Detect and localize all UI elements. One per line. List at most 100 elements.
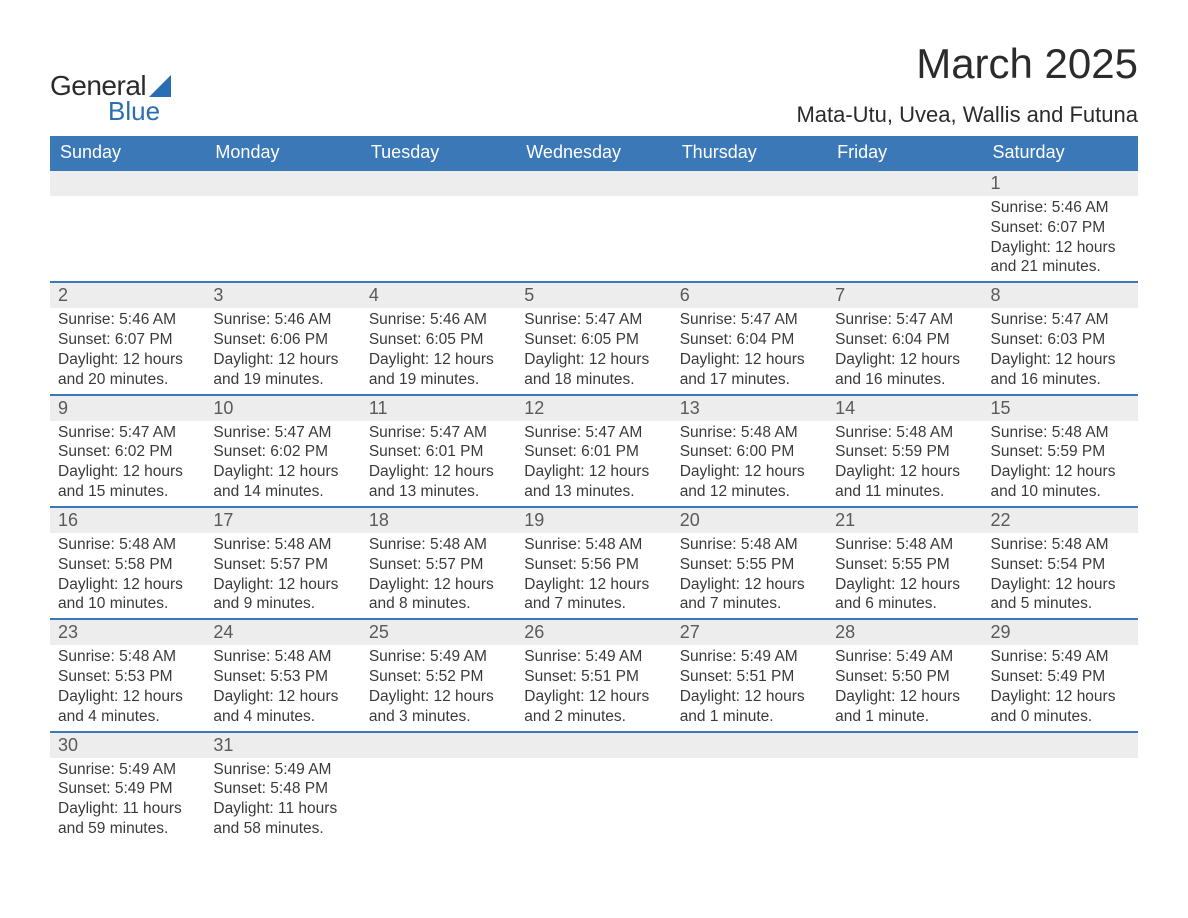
- day-number: [516, 733, 671, 758]
- calendar-cell: 27Sunrise: 5:49 AMSunset: 5:51 PMDayligh…: [672, 619, 827, 731]
- calendar-cell: 22Sunrise: 5:48 AMSunset: 5:54 PMDayligh…: [983, 507, 1138, 619]
- calendar-body: 1Sunrise: 5:46 AMSunset: 6:07 PMDaylight…: [50, 170, 1138, 843]
- day-details: Sunrise: 5:48 AMSunset: 5:53 PMDaylight:…: [50, 645, 205, 730]
- day-number: [827, 733, 982, 758]
- day-details: [516, 758, 671, 828]
- day-number: 24: [205, 620, 360, 645]
- day-details: Sunrise: 5:47 AMSunset: 6:01 PMDaylight:…: [361, 421, 516, 506]
- day-number: 7: [827, 283, 982, 308]
- day-details: Sunrise: 5:48 AMSunset: 5:55 PMDaylight:…: [672, 533, 827, 618]
- day-details: [672, 196, 827, 266]
- day-details: Sunrise: 5:48 AMSunset: 5:54 PMDaylight:…: [983, 533, 1138, 618]
- day-details: Sunrise: 5:48 AMSunset: 5:53 PMDaylight:…: [205, 645, 360, 730]
- day-number: 4: [361, 283, 516, 308]
- calendar-cell: [672, 170, 827, 282]
- day-number: 28: [827, 620, 982, 645]
- calendar-cell: 19Sunrise: 5:48 AMSunset: 5:56 PMDayligh…: [516, 507, 671, 619]
- day-details: Sunrise: 5:47 AMSunset: 6:04 PMDaylight:…: [672, 308, 827, 393]
- calendar-cell: [361, 732, 516, 843]
- calendar-cell: 14Sunrise: 5:48 AMSunset: 5:59 PMDayligh…: [827, 395, 982, 507]
- day-details: [361, 196, 516, 266]
- calendar-cell: [516, 170, 671, 282]
- day-details: [827, 758, 982, 828]
- day-number: 14: [827, 396, 982, 421]
- day-number: [205, 171, 360, 196]
- day-details: Sunrise: 5:48 AMSunset: 5:57 PMDaylight:…: [205, 533, 360, 618]
- calendar-cell: 16Sunrise: 5:48 AMSunset: 5:58 PMDayligh…: [50, 507, 205, 619]
- calendar-cell: [50, 170, 205, 282]
- day-number: 31: [205, 733, 360, 758]
- calendar-week: 1Sunrise: 5:46 AMSunset: 6:07 PMDaylight…: [50, 170, 1138, 282]
- calendar-cell: [827, 732, 982, 843]
- day-number: 23: [50, 620, 205, 645]
- calendar-cell: 20Sunrise: 5:48 AMSunset: 5:55 PMDayligh…: [672, 507, 827, 619]
- calendar-week: 30Sunrise: 5:49 AMSunset: 5:49 PMDayligh…: [50, 732, 1138, 843]
- calendar-cell: 2Sunrise: 5:46 AMSunset: 6:07 PMDaylight…: [50, 282, 205, 394]
- calendar-cell: 28Sunrise: 5:49 AMSunset: 5:50 PMDayligh…: [827, 619, 982, 731]
- day-number: 21: [827, 508, 982, 533]
- day-details: Sunrise: 5:49 AMSunset: 5:52 PMDaylight:…: [361, 645, 516, 730]
- calendar-cell: [205, 170, 360, 282]
- calendar-cell: 8Sunrise: 5:47 AMSunset: 6:03 PMDaylight…: [983, 282, 1138, 394]
- calendar-cell: 15Sunrise: 5:48 AMSunset: 5:59 PMDayligh…: [983, 395, 1138, 507]
- day-number: 20: [672, 508, 827, 533]
- calendar-cell: [827, 170, 982, 282]
- calendar-cell: [361, 170, 516, 282]
- calendar-cell: [983, 732, 1138, 843]
- day-details: Sunrise: 5:46 AMSunset: 6:05 PMDaylight:…: [361, 308, 516, 393]
- day-number: [827, 171, 982, 196]
- day-details: Sunrise: 5:47 AMSunset: 6:02 PMDaylight:…: [205, 421, 360, 506]
- day-number: 17: [205, 508, 360, 533]
- brand-word2: Blue: [108, 96, 171, 127]
- day-number: 16: [50, 508, 205, 533]
- weekday-header: Saturday: [983, 136, 1138, 170]
- calendar-cell: [672, 732, 827, 843]
- calendar-cell: 4Sunrise: 5:46 AMSunset: 6:05 PMDaylight…: [361, 282, 516, 394]
- day-details: [827, 196, 982, 266]
- day-number: [516, 171, 671, 196]
- calendar-cell: 31Sunrise: 5:49 AMSunset: 5:48 PMDayligh…: [205, 732, 360, 843]
- day-details: Sunrise: 5:49 AMSunset: 5:48 PMDaylight:…: [205, 758, 360, 843]
- calendar-cell: 17Sunrise: 5:48 AMSunset: 5:57 PMDayligh…: [205, 507, 360, 619]
- calendar-cell: 9Sunrise: 5:47 AMSunset: 6:02 PMDaylight…: [50, 395, 205, 507]
- day-number: 25: [361, 620, 516, 645]
- day-number: [361, 171, 516, 196]
- day-details: Sunrise: 5:49 AMSunset: 5:51 PMDaylight:…: [672, 645, 827, 730]
- day-details: Sunrise: 5:48 AMSunset: 5:56 PMDaylight:…: [516, 533, 671, 618]
- brand-triangle-icon: [149, 75, 171, 97]
- day-number: 5: [516, 283, 671, 308]
- day-number: 18: [361, 508, 516, 533]
- calendar-week: 16Sunrise: 5:48 AMSunset: 5:58 PMDayligh…: [50, 507, 1138, 619]
- calendar-table: SundayMondayTuesdayWednesdayThursdayFrid…: [50, 136, 1138, 843]
- calendar-week: 23Sunrise: 5:48 AMSunset: 5:53 PMDayligh…: [50, 619, 1138, 731]
- calendar-cell: 3Sunrise: 5:46 AMSunset: 6:06 PMDaylight…: [205, 282, 360, 394]
- day-number: 10: [205, 396, 360, 421]
- day-details: [672, 758, 827, 828]
- day-number: [50, 171, 205, 196]
- day-details: Sunrise: 5:47 AMSunset: 6:03 PMDaylight:…: [983, 308, 1138, 393]
- calendar-cell: 7Sunrise: 5:47 AMSunset: 6:04 PMDaylight…: [827, 282, 982, 394]
- day-details: Sunrise: 5:49 AMSunset: 5:49 PMDaylight:…: [983, 645, 1138, 730]
- calendar-cell: 11Sunrise: 5:47 AMSunset: 6:01 PMDayligh…: [361, 395, 516, 507]
- weekday-header: Friday: [827, 136, 982, 170]
- day-details: [983, 758, 1138, 828]
- day-number: [983, 733, 1138, 758]
- day-details: Sunrise: 5:49 AMSunset: 5:49 PMDaylight:…: [50, 758, 205, 843]
- day-details: Sunrise: 5:46 AMSunset: 6:06 PMDaylight:…: [205, 308, 360, 393]
- day-details: Sunrise: 5:47 AMSunset: 6:02 PMDaylight:…: [50, 421, 205, 506]
- day-number: [361, 733, 516, 758]
- weekday-header: Monday: [205, 136, 360, 170]
- day-number: 3: [205, 283, 360, 308]
- weekday-header: Tuesday: [361, 136, 516, 170]
- day-number: [672, 171, 827, 196]
- day-details: Sunrise: 5:46 AMSunset: 6:07 PMDaylight:…: [983, 196, 1138, 281]
- day-number: 22: [983, 508, 1138, 533]
- day-number: 29: [983, 620, 1138, 645]
- day-details: Sunrise: 5:48 AMSunset: 5:59 PMDaylight:…: [983, 421, 1138, 506]
- month-title: March 2025: [796, 40, 1138, 88]
- calendar-cell: 25Sunrise: 5:49 AMSunset: 5:52 PMDayligh…: [361, 619, 516, 731]
- day-details: Sunrise: 5:48 AMSunset: 5:59 PMDaylight:…: [827, 421, 982, 506]
- title-block: March 2025 Mata-Utu, Uvea, Wallis and Fu…: [796, 40, 1138, 128]
- day-number: 27: [672, 620, 827, 645]
- calendar-cell: 13Sunrise: 5:48 AMSunset: 6:00 PMDayligh…: [672, 395, 827, 507]
